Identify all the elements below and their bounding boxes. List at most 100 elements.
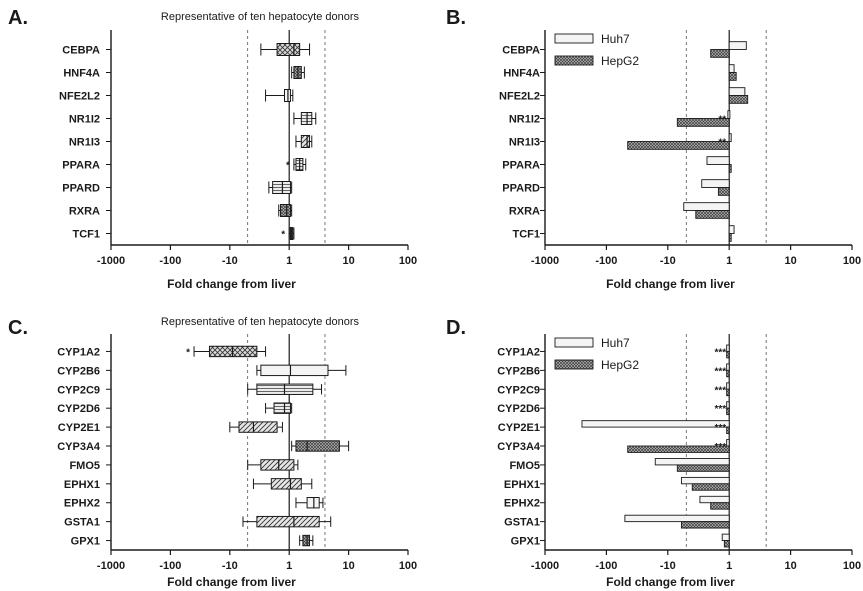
panel-title: Representative of ten hepatocyte donors: [161, 11, 360, 23]
bar-hepg2-gpx1: [723, 540, 730, 548]
x-tick-label: -1000: [531, 255, 559, 267]
significance-mark: ***: [715, 366, 727, 377]
bar-huh7-cebpa: [728, 41, 747, 50]
box-cebpa: [260, 43, 311, 56]
category-label: FMO5: [509, 460, 540, 472]
bar-huh7-ephx2: [699, 495, 730, 504]
category-label: EPHX1: [64, 479, 100, 491]
bar-hepg2-ppara: [728, 164, 732, 173]
box-hnf4a: [291, 66, 305, 79]
box-cyp2e1: [229, 421, 283, 433]
x-tick-label: -1000: [531, 560, 559, 572]
x-tick-label: -1000: [97, 560, 125, 572]
category-label: RXRA: [509, 206, 540, 218]
bar-huh7-ppara: [706, 156, 730, 165]
bar-huh7-tcf1: [728, 225, 735, 234]
bar-huh7-ppard: [701, 179, 730, 188]
x-tick-label: -100: [159, 255, 181, 267]
x-tick-label: 1: [286, 255, 292, 267]
x-tick-label: -100: [595, 255, 617, 267]
category-label: RXRA: [69, 206, 100, 218]
category-label: PPARD: [502, 183, 540, 195]
bar-huh7-cyp1a2: [726, 344, 730, 352]
significance-mark: ***: [715, 442, 727, 453]
box-gpx1: [299, 534, 314, 547]
bar-hepg2-ephx1: [691, 483, 730, 491]
box-ephx2: [295, 497, 324, 509]
significance-mark: *: [281, 230, 285, 241]
box-fmo5: [247, 459, 299, 471]
box-iqr: [260, 459, 295, 471]
category-label: CYP3A4: [497, 441, 541, 453]
bar-hepg2-cyp2c9: [726, 388, 730, 397]
x-tick-label: 100: [843, 560, 861, 572]
bar-huh7-nr1i3: [728, 133, 732, 142]
category-label: HNF4A: [63, 68, 100, 80]
panel-c: C. Representative of ten hepatocyte donor…: [8, 316, 417, 589]
x-tick-label: -100: [159, 560, 181, 572]
box-iqr: [302, 534, 311, 547]
x-tick-label: -10: [660, 255, 676, 267]
box-tcf1: *: [281, 227, 295, 241]
category-label: NR1I3: [69, 137, 100, 149]
bar-hepg2-tcf1: [728, 233, 732, 242]
category-label: PPARA: [502, 160, 540, 172]
significance-mark: ***: [715, 404, 727, 415]
bar-hepg2-cebpa: [710, 49, 730, 58]
bar-hepg2-ppard: [717, 187, 730, 196]
box-gsta1: [242, 515, 332, 528]
panel-letter: D.: [446, 317, 466, 339]
x-tick-label: -10: [222, 255, 238, 267]
legend-label: HepG2: [601, 358, 639, 372]
x-tick-label: 10: [342, 255, 354, 267]
bar-hepg2-nfe2l2: [728, 95, 749, 104]
x-tick-label: -10: [222, 560, 238, 572]
x-tick-label: 1: [726, 255, 732, 267]
x-tick-label: -10: [660, 560, 676, 572]
category-label: NFE2L2: [499, 91, 540, 103]
panel-a: A. Representative of ten hepatocyte donor…: [8, 7, 417, 291]
x-tick-label: -1000: [97, 255, 125, 267]
bar-huh7-ephx1: [680, 476, 730, 485]
box-iqr: [260, 364, 329, 377]
bar-hepg2-fmo5: [676, 464, 730, 472]
bar-hepg2-nr1i2: [676, 118, 730, 127]
category-label: EPHX2: [64, 498, 100, 510]
bar-hepg2-cyp1a2: [726, 351, 730, 359]
bar-huh7-gsta1: [624, 514, 730, 523]
category-label: FMO5: [69, 460, 100, 472]
x-axis-label: Fold change from liver: [606, 277, 735, 291]
category-label: TCF1: [73, 229, 101, 241]
box-nr1i2: [293, 112, 317, 125]
category-label: GSTA1: [504, 517, 540, 529]
x-tick-label: -100: [595, 560, 617, 572]
x-tick-label: 10: [342, 560, 354, 572]
x-tick-label: 100: [399, 255, 417, 267]
box-nfe2l2: [265, 89, 294, 102]
bar-huh7-cyp3a4: [726, 439, 730, 447]
panel-letter: C.: [8, 317, 28, 339]
x-tick-label: 10: [784, 255, 796, 267]
bar-huh7-hnf4a: [728, 64, 735, 73]
bar-hepg2-hnf4a: [728, 72, 737, 81]
box-rxra: [278, 204, 293, 217]
box-cyp1a2: *: [186, 345, 267, 358]
box-iqr: [208, 345, 258, 358]
x-axis-label: Fold change from liver: [606, 575, 735, 589]
panel-letter: B.: [446, 7, 466, 29]
category-label: CYP1A2: [57, 346, 100, 358]
box-nr1i3: [295, 135, 313, 148]
panel-d: D. -1000 -100 -10 1 10 100 Fold change from liv…: [446, 317, 861, 589]
category-label: HNF4A: [503, 68, 540, 80]
x-tick-label: 10: [784, 560, 796, 572]
x-axis-label: Fold change from liver: [167, 575, 296, 589]
x-tick-label: 100: [399, 560, 417, 572]
significance-mark: ***: [715, 423, 727, 434]
category-label: GPX1: [511, 536, 540, 548]
box-cyp3a4: [291, 440, 350, 452]
category-label: NFE2L2: [59, 91, 100, 103]
box-iqr: [300, 135, 311, 148]
significance-mark: **: [718, 138, 726, 149]
box-ephx1: [252, 478, 313, 490]
